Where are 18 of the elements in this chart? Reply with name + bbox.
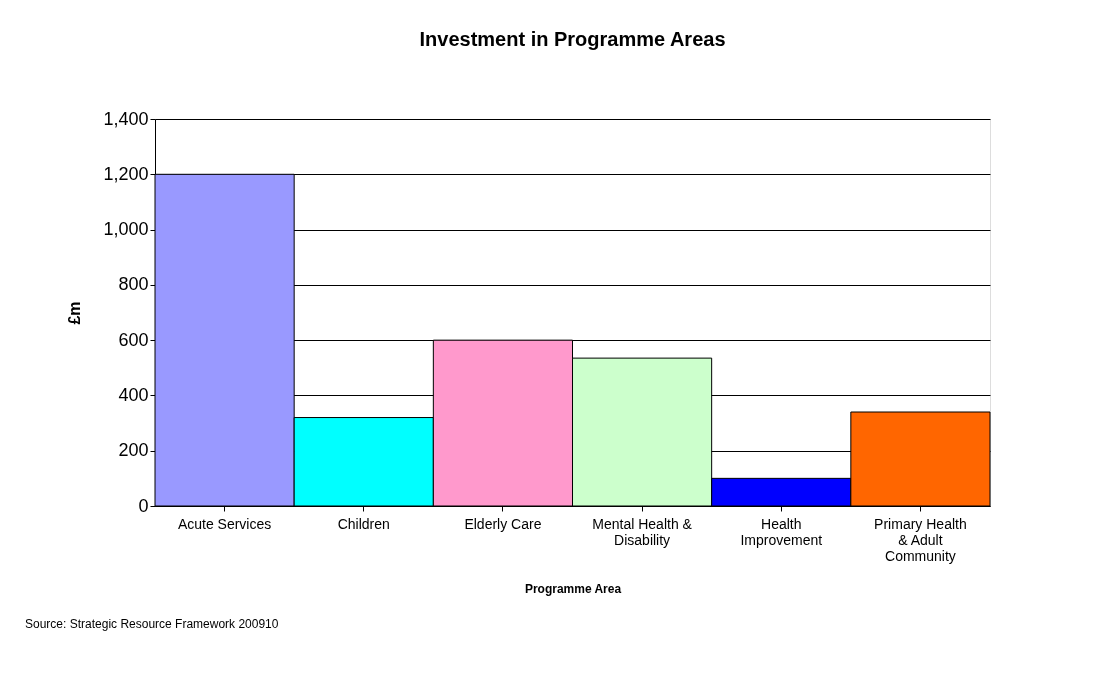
y-tick-label: 1,000 (103, 219, 149, 240)
chart-title: Investment in Programme Areas (419, 28, 726, 50)
x-axis-title: Programme Area (524, 581, 622, 596)
y-tick-label: 200 (118, 440, 149, 461)
y-tick-label: 800 (118, 274, 149, 295)
y-tick-label: 1,400 (103, 108, 149, 129)
y-tick-label: 600 (118, 329, 149, 350)
y-axis-title: £m (66, 301, 84, 325)
x-tick-label: Health Improvement (740, 515, 823, 548)
y-tick-label: 0 (138, 495, 149, 516)
source-note: Source: Strategic Resource Framework 200910 (25, 617, 279, 631)
y-tick-label: 1,200 (103, 163, 149, 184)
y-tick-label: 400 (118, 384, 149, 405)
x-tick-label: Primary Health & Adult Community (874, 515, 967, 564)
x-tick-label: Elderly Care (464, 515, 542, 532)
x-tick-label: Acute Services (177, 515, 272, 532)
x-tick-label: Children (337, 515, 390, 532)
x-tick-label: Mental Health & Disability (592, 515, 693, 548)
